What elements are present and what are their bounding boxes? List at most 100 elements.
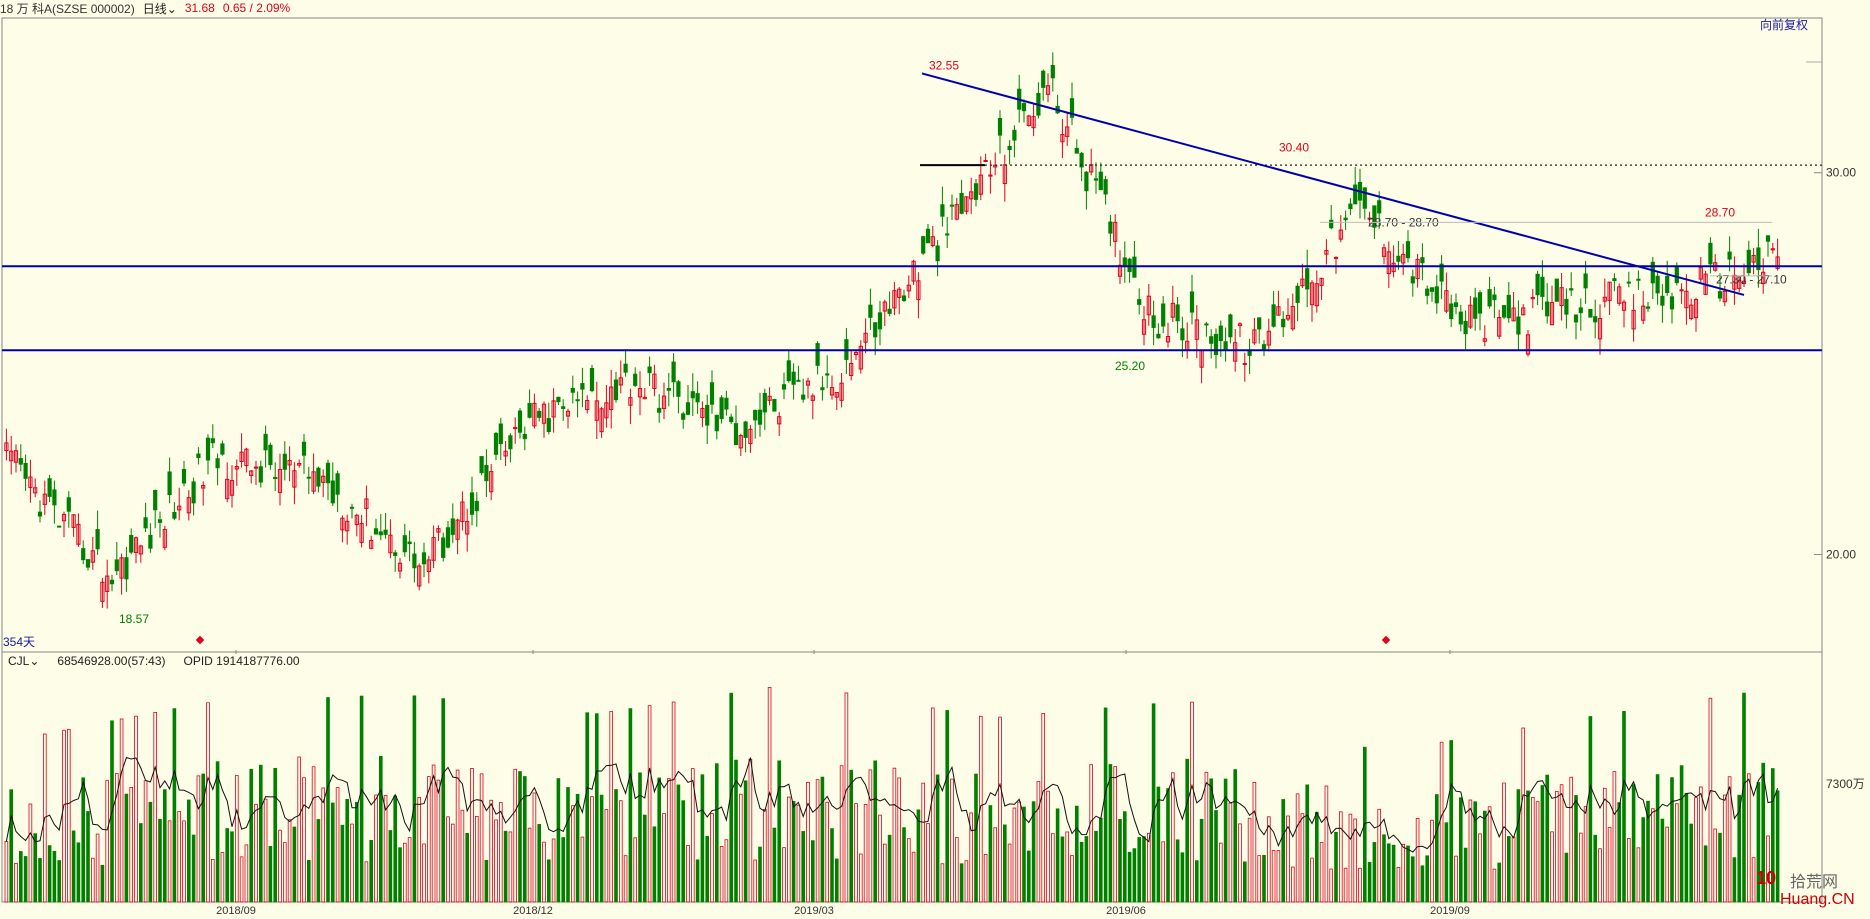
candle-body [465, 521, 470, 535]
volume-bar [710, 813, 714, 903]
candle-body [853, 352, 859, 356]
volume-bar [1660, 818, 1665, 903]
volume-bar [691, 768, 695, 903]
volume-bar [1559, 784, 1564, 903]
candle-body [1021, 103, 1027, 112]
volume-bar [1583, 806, 1588, 903]
period-selector[interactable]: 日线⌄ [143, 0, 177, 17]
volume-bar [1703, 845, 1708, 903]
volume-bar [177, 811, 182, 903]
candle-body [685, 402, 691, 415]
candle-body [4, 442, 9, 452]
candle-body [167, 471, 172, 496]
volume-bar [230, 831, 234, 903]
opid-value: OPID 1914187776.00 [183, 654, 300, 668]
candle-body [1741, 280, 1747, 285]
candle-body [431, 537, 436, 561]
candle-body [556, 396, 561, 403]
volume-bar [1339, 811, 1343, 903]
volume-bar [1161, 841, 1166, 903]
candle-body [1593, 316, 1598, 323]
volume-bar [700, 774, 705, 903]
candle-body [258, 466, 263, 483]
volume-bar [1507, 836, 1511, 903]
volume-bar [134, 715, 138, 903]
volume-indicator-selector[interactable]: CJL⌄ [8, 654, 39, 668]
candle-body [205, 437, 211, 461]
candle-body [1727, 251, 1732, 260]
volume-bar [1694, 797, 1698, 903]
candle-body [301, 441, 307, 456]
volume-bar [926, 823, 930, 903]
volume-bar [1598, 848, 1602, 903]
candle-body [90, 550, 95, 563]
volume-bar [1199, 818, 1204, 903]
volume-bar [724, 839, 729, 903]
candle-body [1002, 164, 1007, 185]
volume-bar [907, 838, 911, 903]
volume-bar [1233, 769, 1238, 903]
candle-body [52, 489, 57, 506]
candle-body [378, 531, 383, 536]
volume-bars-group [4, 687, 1780, 903]
volume-bar [1358, 867, 1362, 903]
volume-bar [969, 812, 973, 903]
volume-bar [551, 838, 556, 903]
volume-bar [945, 710, 949, 903]
volume-bar [513, 768, 517, 903]
candle-body [277, 469, 283, 493]
volume-bar [614, 789, 618, 903]
volume-bar [547, 859, 551, 903]
volume-bar [350, 823, 354, 903]
candle-body [897, 288, 902, 298]
volume-bar [715, 763, 719, 903]
volume-bar [561, 837, 565, 903]
candle-body [1775, 256, 1780, 269]
candle-body [1693, 299, 1699, 319]
candle-body [426, 559, 431, 572]
candle-body [460, 501, 465, 523]
candle-body [1103, 179, 1108, 195]
volume-bar [14, 863, 18, 903]
volume-bar [1012, 807, 1017, 903]
volume-bar [138, 823, 143, 903]
volume-bar [1415, 818, 1420, 903]
volume-bar [719, 846, 724, 903]
candle-body [1482, 338, 1487, 342]
volume-bar [1079, 841, 1084, 903]
volume-bar [835, 858, 839, 903]
candle-body [1031, 116, 1036, 129]
price-annotation-high: 30.40 [1279, 140, 1309, 154]
candle-body [1381, 247, 1387, 257]
candle-body [42, 493, 47, 505]
candle-body [532, 402, 537, 427]
volume-bar [825, 801, 829, 903]
candle-body [1501, 305, 1507, 318]
candle-body [354, 514, 359, 526]
volume-bar [643, 814, 647, 903]
candle-body [282, 453, 287, 470]
candle-body [1180, 328, 1185, 341]
candle-body [820, 387, 825, 391]
volume-bar [1310, 857, 1314, 903]
candle-body [1391, 262, 1396, 273]
candle-body [1189, 291, 1195, 313]
candle-body [791, 371, 796, 385]
volume-bar [158, 818, 162, 903]
adjust-toggle[interactable]: 向前复权 [1760, 18, 1809, 32]
candle-body [1521, 307, 1526, 316]
volume-bar [1055, 808, 1060, 903]
candle-body [1434, 286, 1439, 304]
candle-body [1597, 318, 1603, 340]
volume-bar [1761, 762, 1766, 903]
volume-bar [249, 768, 254, 903]
volume-bar [1723, 794, 1727, 903]
candle-body [825, 373, 830, 376]
volume-bar [887, 834, 892, 903]
volume-bar [1463, 847, 1468, 903]
volume-bar [859, 853, 863, 903]
candle-body [388, 534, 393, 554]
volume-bar [1108, 764, 1113, 903]
candle-body [748, 428, 753, 445]
volume-bar [1771, 768, 1775, 903]
